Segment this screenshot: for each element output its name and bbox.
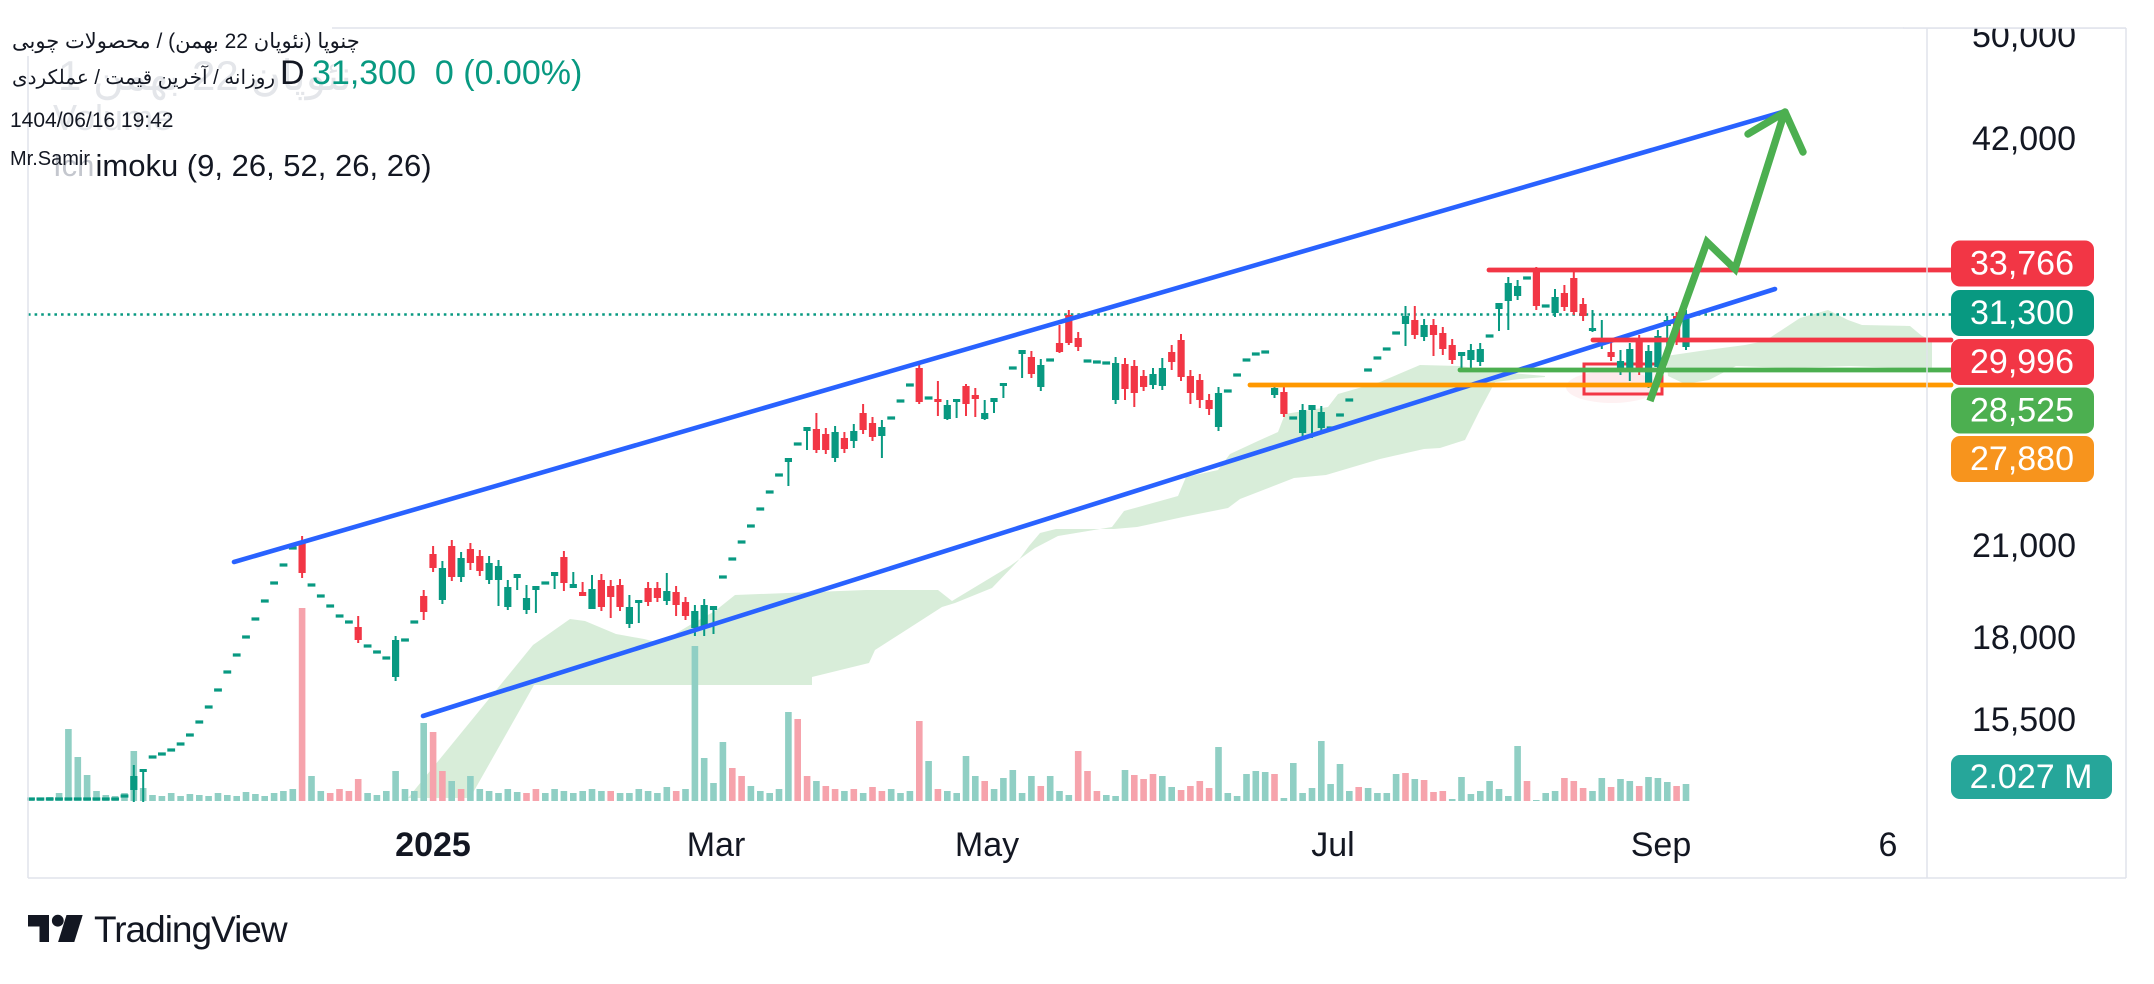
svg-text:18,000: 18,000 <box>1972 619 2076 657</box>
svg-text:31,300 0 (0.00%): 31,300 0 (0.00%) <box>312 54 582 92</box>
svg-text:Mr.Samir: Mr.Samir <box>10 148 90 170</box>
svg-text:2.027 M: 2.027 M <box>1970 758 2093 796</box>
svg-text:1404/06/16 19:42: 1404/06/16 19:42 <box>10 109 174 132</box>
svg-text:28,525: 28,525 <box>1970 392 2074 430</box>
svg-text:Volume: Volume <box>53 97 173 138</box>
svg-text:2025: 2025 <box>395 826 471 864</box>
svg-text:روزانه / آخرین قیمت / عملکردی: روزانه / آخرین قیمت / عملکردی <box>12 65 275 89</box>
svg-text:29,996: 29,996 <box>1970 343 2074 381</box>
svg-text:D: D <box>280 54 305 92</box>
svg-text:چنوپا (نئوپان 22 بهمن) / محصول: چنوپا (نئوپان 22 بهمن) / محصولات چوبی <box>12 30 360 54</box>
svg-text:Mar: Mar <box>687 826 746 864</box>
svg-text:27,880: 27,880 <box>1970 440 2074 478</box>
svg-text:TradingView: TradingView <box>94 909 288 950</box>
svg-text:33,766: 33,766 <box>1970 245 2074 283</box>
svg-text:15,500: 15,500 <box>1972 701 2076 739</box>
svg-text:21,000: 21,000 <box>1972 527 2076 565</box>
svg-text:Jul: Jul <box>1311 826 1354 864</box>
svg-text:نئوپان 22 بهمن 1: نئوپان 22 بهمن 1 <box>58 52 352 101</box>
svg-text:6: 6 <box>1879 826 1898 864</box>
svg-text:42,000: 42,000 <box>1972 120 2076 158</box>
svg-text:Ich: Ich <box>53 148 94 183</box>
svg-text:imoku (9, 26, 52, 26, 26): imoku (9, 26, 52, 26, 26) <box>96 148 432 183</box>
svg-text:May: May <box>955 826 1019 864</box>
svg-text:Sep: Sep <box>1631 826 1692 864</box>
svg-text:31,300: 31,300 <box>1970 294 2074 332</box>
